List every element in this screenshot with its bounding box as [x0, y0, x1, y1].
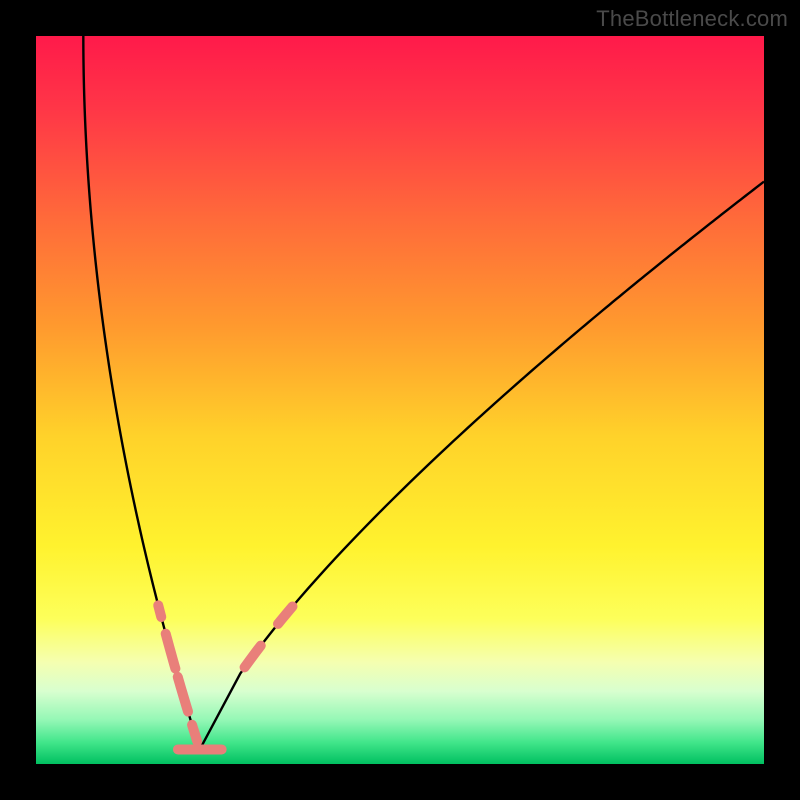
marker-segment — [158, 605, 161, 617]
watermark-text: TheBottleneck.com — [596, 6, 788, 32]
plot-area — [36, 36, 764, 764]
bottleneck-plot — [0, 0, 800, 800]
marker-segment — [192, 725, 197, 741]
chart-canvas: TheBottleneck.com — [0, 0, 800, 800]
